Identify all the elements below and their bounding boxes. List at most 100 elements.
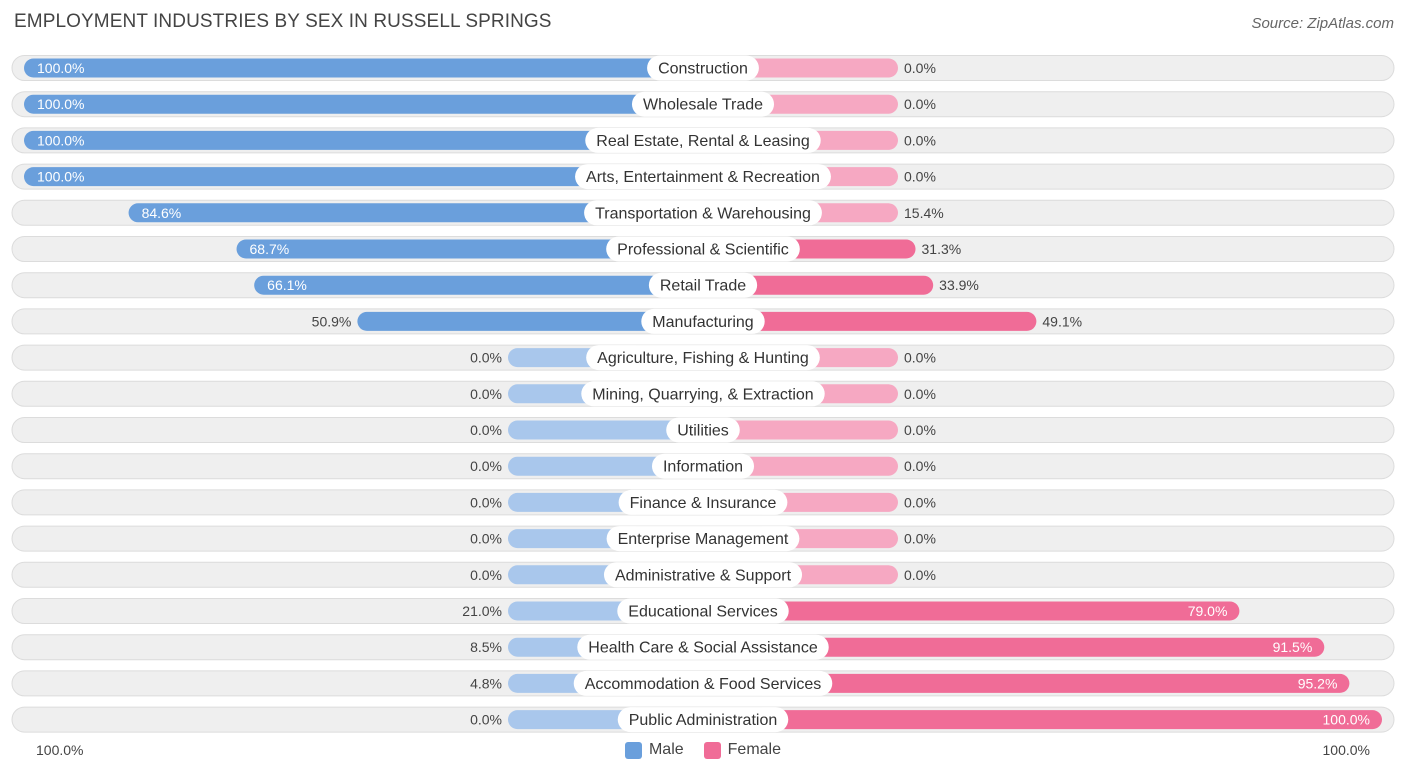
legend: Male Female xyxy=(0,741,1406,759)
category-label: Finance & Insurance xyxy=(630,495,777,512)
bar-female[interactable] xyxy=(703,710,1382,730)
bar-male[interactable] xyxy=(236,239,704,259)
value-label-female: 0.0% xyxy=(904,386,936,402)
value-label-male: 4.8% xyxy=(470,675,502,691)
category-pill xyxy=(648,272,758,298)
value-label-female: 0.0% xyxy=(904,132,936,148)
category-label: Public Administration xyxy=(629,712,778,729)
row-retail-trade: 66.1% 33.9% Retail Trade xyxy=(11,272,1395,299)
source-note: Source: ZipAtlas.com xyxy=(1251,15,1394,32)
value-label-male: 100.0% xyxy=(37,60,84,76)
value-label-female: 0.0% xyxy=(904,458,936,474)
bar-male[interactable] xyxy=(24,167,703,187)
bar-male[interactable] xyxy=(24,94,703,114)
row-finance-insurance: 0.0% 0.0% Finance & Insurance xyxy=(11,489,1395,516)
value-label-male: 0.0% xyxy=(470,422,502,438)
value-label-male: 84.6% xyxy=(142,205,182,221)
category-pill xyxy=(575,164,831,190)
bar-female[interactable] xyxy=(703,637,1325,657)
row-public-administration: 0.0% 100.0% Public Administration xyxy=(11,706,1395,733)
category-label: Accommodation & Food Services xyxy=(585,676,822,693)
legend-label-female: Female xyxy=(727,741,782,758)
row-mining-quarrying-extraction: 0.0% 0.0% Mining, Quarrying, & Extraction xyxy=(11,380,1395,407)
value-label-female: 31.3% xyxy=(922,241,962,257)
legend-item-male[interactable]: Male xyxy=(624,741,684,759)
row-professional-scientific: 68.7% 31.3% Professional & Scientific xyxy=(11,236,1395,262)
bar-male[interactable] xyxy=(24,130,703,150)
category-label: Real Estate, Rental & Leasing xyxy=(596,133,809,150)
category-label: Administrative & Support xyxy=(615,567,792,584)
category-label: Agriculture, Fishing & Hunting xyxy=(597,350,809,367)
value-label-female: 0.0% xyxy=(904,494,936,510)
row-utilities: 0.0% 0.0% Utilities xyxy=(11,417,1395,443)
category-label: Professional & Scientific xyxy=(617,242,789,259)
value-label-male: 0.0% xyxy=(470,458,502,474)
value-label-female: 79.0% xyxy=(1188,603,1228,619)
bar-male[interactable] xyxy=(24,58,703,78)
row-information: 0.0% 0.0% Information xyxy=(11,453,1395,480)
row-health-care-social-assistance: 8.5% 91.5% Health Care & Social Assistance xyxy=(11,634,1395,661)
row-agriculture-fishing-hunting: 0.0% 0.0% Agriculture, Fishing & Hunting xyxy=(11,344,1395,371)
value-label-female: 0.0% xyxy=(904,350,936,366)
value-label-male: 8.5% xyxy=(470,639,502,655)
category-pill xyxy=(631,91,775,117)
value-label-male: 100.0% xyxy=(37,169,84,185)
value-label-male: 66.1% xyxy=(267,277,307,293)
category-pill xyxy=(585,127,821,153)
value-label-male: 100.0% xyxy=(37,96,84,112)
value-label-male: 0.0% xyxy=(470,494,502,510)
category-pill xyxy=(617,707,789,733)
row-enterprise-management: 0.0% 0.0% Enterprise Management xyxy=(11,525,1395,552)
category-pill xyxy=(577,634,829,660)
category-label: Retail Trade xyxy=(660,278,746,295)
category-pill xyxy=(666,417,740,443)
value-label-female: 0.0% xyxy=(904,169,936,185)
value-label-female: 95.2% xyxy=(1298,675,1338,691)
bar-male[interactable] xyxy=(254,275,703,295)
value-label-female: 15.4% xyxy=(904,205,944,221)
category-pill xyxy=(606,526,800,552)
value-label-male: 68.7% xyxy=(250,241,290,257)
row-construction: 100.0% 0.0% Construction xyxy=(11,55,1395,81)
value-label-female: 0.0% xyxy=(904,531,936,547)
category-pill xyxy=(573,670,833,696)
value-label-female: 0.0% xyxy=(904,567,936,583)
row-manufacturing: 50.9% 49.1% Manufacturing xyxy=(11,308,1395,335)
value-label-male: 0.0% xyxy=(470,567,502,583)
category-label: Enterprise Management xyxy=(618,531,789,548)
value-label-female: 0.0% xyxy=(904,60,936,76)
category-pill xyxy=(641,308,765,334)
row-transportation-warehousing: 84.6% 15.4% Transportation & Warehousing xyxy=(11,199,1395,226)
category-pill xyxy=(603,562,803,588)
legend-item-female[interactable]: Female xyxy=(703,741,782,759)
value-label-female: 0.0% xyxy=(904,96,936,112)
category-label: Manufacturing xyxy=(652,314,753,331)
value-label-female: 0.0% xyxy=(904,422,936,438)
value-label-male: 21.0% xyxy=(462,603,502,619)
value-label-female: 33.9% xyxy=(939,277,979,293)
category-label: Health Care & Social Assistance xyxy=(588,640,818,657)
category-label: Mining, Quarrying, & Extraction xyxy=(592,386,813,403)
bar-male[interactable] xyxy=(128,203,704,223)
value-label-male: 0.0% xyxy=(470,350,502,366)
bar-female[interactable] xyxy=(703,275,934,295)
axis-left-label: 100.0% xyxy=(36,742,84,758)
bar-female[interactable] xyxy=(703,673,1350,693)
value-label-female: 100.0% xyxy=(1323,712,1370,728)
axis-right-label: 100.0% xyxy=(1322,742,1370,758)
value-label-female: 91.5% xyxy=(1273,639,1313,655)
bar-male[interactable] xyxy=(357,311,703,331)
bar-female[interactable] xyxy=(703,311,1037,331)
category-label: Construction xyxy=(658,61,748,78)
category-label: Educational Services xyxy=(628,604,777,621)
category-pill xyxy=(647,55,759,81)
value-label-male: 50.9% xyxy=(312,313,352,329)
bar-female[interactable] xyxy=(703,601,1240,621)
category-pill xyxy=(586,345,820,371)
category-label: Wholesale Trade xyxy=(643,97,763,114)
category-label: Information xyxy=(663,459,743,476)
bar-female[interactable] xyxy=(703,420,898,440)
bar-male[interactable] xyxy=(508,420,703,440)
category-pill xyxy=(581,381,825,407)
category-label: Arts, Entertainment & Recreation xyxy=(586,169,820,186)
